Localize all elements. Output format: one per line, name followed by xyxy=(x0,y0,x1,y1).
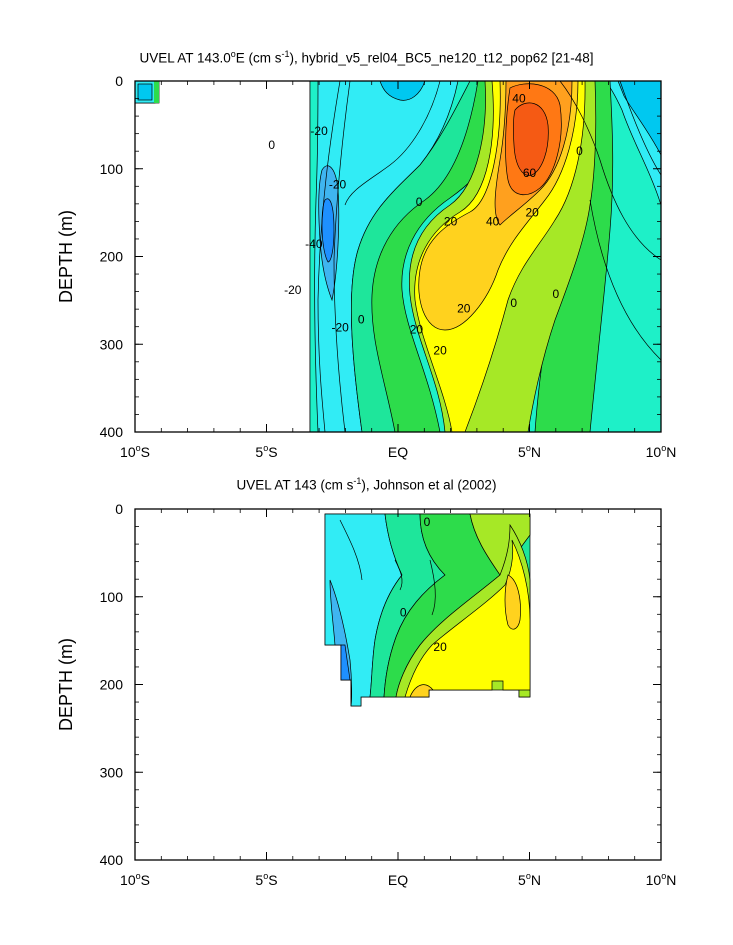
top-y-axis-label: DEPTH (m) xyxy=(56,210,76,303)
contour-line xyxy=(317,81,341,432)
region-redorange xyxy=(512,102,549,176)
bottom-x-tick-label: EQ xyxy=(388,872,408,888)
top-contour-label: 0 xyxy=(358,313,365,327)
top-contour-label: 0 xyxy=(268,138,275,152)
top-contour-label: 20 xyxy=(525,206,539,220)
top-x-tick-label: 5oN xyxy=(518,443,541,460)
top-contour-label: 60 xyxy=(523,166,537,180)
region-gold-bottom xyxy=(504,574,521,630)
top-x-tick-label: EQ xyxy=(388,444,408,460)
top-contour-label: -20 xyxy=(331,321,349,335)
top-contour-label: 40 xyxy=(512,92,526,106)
top-x-tick-label: 10oS xyxy=(120,443,150,460)
top-chart-title: UVEL AT 143.0oE (cm s-1), hybrid_v5_rel0… xyxy=(139,49,594,66)
bottom-x-tick-label: 10oS xyxy=(120,871,150,888)
top-contour-labels: 40 60 20 40 0 0 20 -20 -20 0 -40 -20 0 20 -20 20 20 0 0 xyxy=(268,92,583,358)
bottom-contour-field xyxy=(324,513,531,707)
bottom-contour-label: 20 xyxy=(433,640,447,654)
bottom-contour-label: 0 xyxy=(424,515,431,529)
top-contour-label: 40 xyxy=(486,214,500,228)
top-contour-label: 0 xyxy=(510,296,517,310)
top-contour-label: 0 xyxy=(552,287,559,301)
top-y-tick-label: 100 xyxy=(100,161,124,177)
top-contour-label: -20 xyxy=(284,283,302,297)
top-contour-label: 20 xyxy=(457,301,471,315)
top-contour-label: 20 xyxy=(444,214,458,228)
top-contour-label: -20 xyxy=(310,124,328,138)
top-contour-label: -40 xyxy=(305,237,323,251)
bottom-chart-title: UVEL AT 143 (cm s-1), Johnson et al (200… xyxy=(236,476,497,493)
bottom-y-axis-label: DEPTH (m) xyxy=(56,638,76,731)
bottom-y-tick-label: 200 xyxy=(100,677,124,693)
top-contour-label: -20 xyxy=(329,178,347,192)
bottom-x-tick-label: 10oN xyxy=(646,871,677,888)
top-y-tick-label: 200 xyxy=(100,249,124,265)
top-x-tick-label: 10oN xyxy=(646,443,677,460)
top-y-tick-label: 300 xyxy=(100,336,124,352)
top-x-tick-label: 5oS xyxy=(255,443,277,460)
region-yellow-bottom xyxy=(404,539,531,698)
bottom-y-tick-label: 0 xyxy=(115,501,123,517)
bottom-contour-labels: 0 0 20 xyxy=(400,515,447,654)
bottom-x-tick-label: 5oS xyxy=(255,871,277,888)
bottom-x-tick-label: 5oN xyxy=(518,871,541,888)
region-lightblue-surface xyxy=(379,81,426,101)
bottom-contour-label: 0 xyxy=(400,606,407,620)
top-contour-field xyxy=(135,81,661,432)
top-contour-label: 0 xyxy=(416,195,423,209)
top-contour-label: 20 xyxy=(410,322,424,336)
bottom-y-tick-label: 100 xyxy=(100,589,124,605)
bottom-y-tick-label: 300 xyxy=(100,764,124,780)
top-contour-label: 20 xyxy=(433,343,447,357)
top-contour-label: 0 xyxy=(576,144,583,158)
top-y-tick-label: 0 xyxy=(115,73,123,89)
bottom-y-tick-label: 400 xyxy=(100,852,124,868)
top-y-tick-label: 400 xyxy=(100,424,124,440)
region-deepblue-bottom xyxy=(340,644,351,681)
